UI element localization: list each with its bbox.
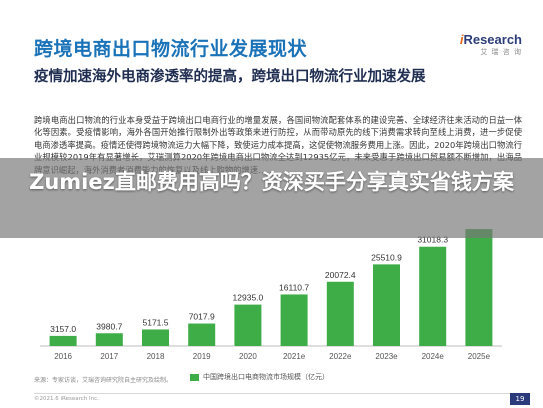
bar-2019 <box>188 323 216 346</box>
page-number: 19 <box>510 393 530 405</box>
x-tick-label-2020: 2020 <box>239 352 257 361</box>
bar-value-label-2023e: 25510.9 <box>371 252 402 262</box>
legend-swatch <box>190 373 199 381</box>
x-tick-label-2016: 2016 <box>54 352 72 361</box>
bar-value-label-2017: 3980.7 <box>96 321 122 331</box>
bar-value-label-2022e: 20072.4 <box>325 270 356 280</box>
bar-2020 <box>234 304 262 346</box>
iresearch-logo: iResearch 艾 瑞 咨 询 <box>452 32 522 57</box>
x-tick-label-2022e: 2022e <box>329 352 352 361</box>
overlay-banner <box>0 158 543 238</box>
copyright-footer: ©2021.6 iResearch Inc. <box>34 396 99 402</box>
slide-title: 跨境电商出口物流行业发展现状 <box>34 38 308 60</box>
bar-2018 <box>142 329 169 346</box>
bar-2017 <box>95 333 123 346</box>
bar-2023e <box>373 264 400 346</box>
x-tick-label-2018: 2018 <box>147 352 165 361</box>
bar-value-label-2020: 12935.0 <box>233 293 264 303</box>
bar-value-label-2019: 7017.9 <box>189 312 215 322</box>
slide-headline: 疫情加速海外电商渗透率的提高，跨境出口物流行业加速发展 <box>34 69 426 85</box>
legend-label: 中国跨境出口电商物流市场规模（亿元） <box>203 373 329 381</box>
brand-subtitle: 艾 瑞 咨 询 <box>480 48 522 56</box>
bar-2021e <box>280 294 308 346</box>
x-tick-label-2017: 2017 <box>100 352 118 361</box>
overlay-banner-text: Zumiez直邮费用高吗？资深买手分享真实省钱方案 <box>29 170 514 194</box>
x-tick-label-2019: 2019 <box>193 352 211 361</box>
bar-value-label-2018: 5171.5 <box>143 317 169 327</box>
source-note: 来源：专家访谈，艾瑞咨询研究院自主研究及绘制。 <box>34 377 173 384</box>
x-tick-label-2024e: 2024e <box>422 352 445 361</box>
bar-value-label-2016: 3157.0 <box>50 324 76 334</box>
chart-legend: 中国跨境出口电商物流市场规模（亿元） <box>190 372 329 382</box>
brand-name: iResearch <box>459 32 522 47</box>
bar-2025e <box>465 229 493 346</box>
x-tick-label-2025e: 2025e <box>468 352 491 361</box>
bar-2024e <box>419 246 447 346</box>
bar-value-label-2024e: 31018.3 <box>417 235 448 245</box>
x-tick-label-2021e: 2021e <box>283 352 306 361</box>
x-tick-label-2023e: 2023e <box>375 352 398 361</box>
bar-2016 <box>49 335 77 346</box>
footer-divider <box>34 393 522 394</box>
bar-value-label-2021e: 16110.7 <box>279 282 309 292</box>
bar-2022e <box>326 281 354 346</box>
